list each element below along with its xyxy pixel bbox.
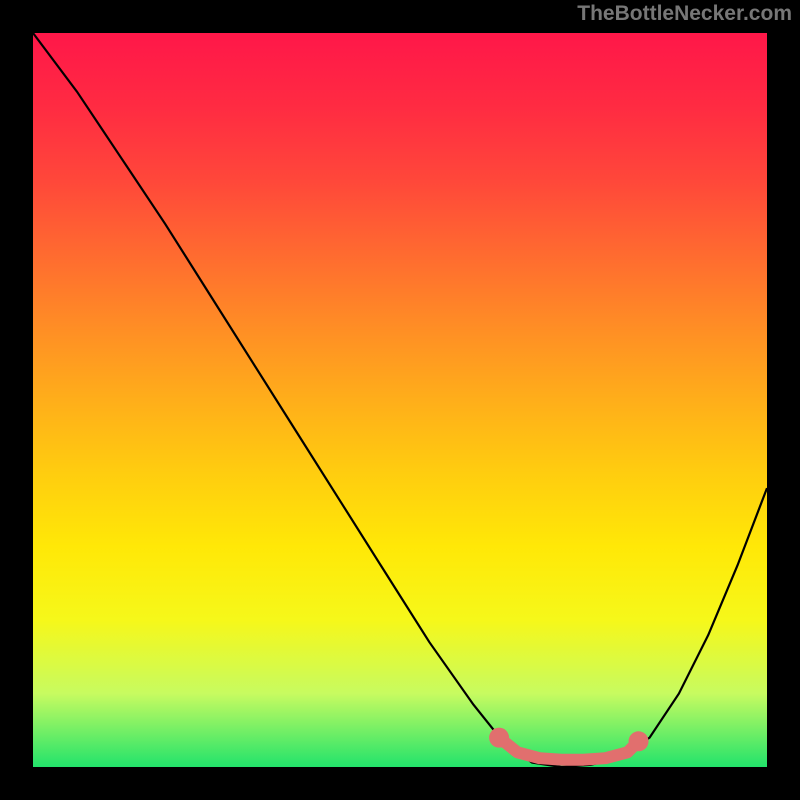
chart-overlay: [0, 0, 800, 800]
chart-container: TheBottleNecker.com: [0, 0, 800, 800]
bottleneck-curve: [33, 33, 767, 767]
highlight-end-dot: [629, 731, 649, 751]
optimal-range-highlight: [499, 738, 638, 760]
highlight-start-dot: [489, 728, 509, 748]
watermark-text: TheBottleNecker.com: [577, 2, 792, 26]
